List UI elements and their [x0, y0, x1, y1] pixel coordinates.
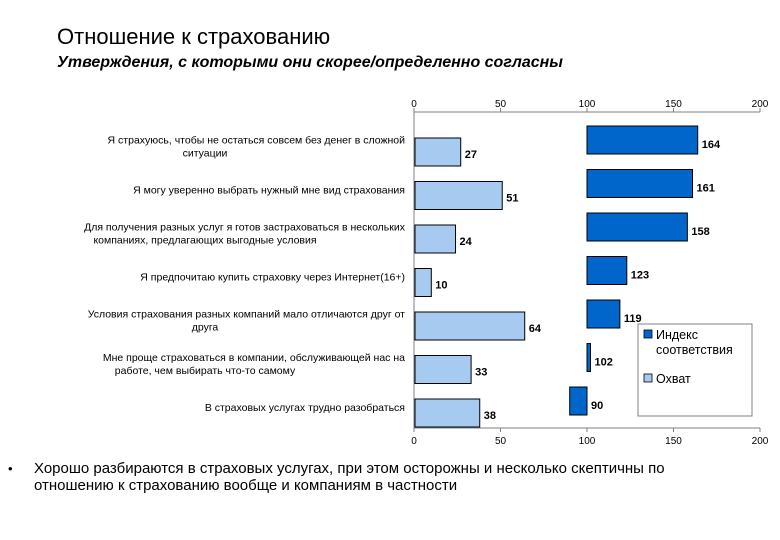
data-label-index: 161	[697, 183, 715, 195]
bar-okhvat	[414, 224, 457, 254]
bar-okhvat	[414, 181, 503, 210]
tick-label: 200	[752, 436, 769, 447]
legend-label: соответствия	[656, 343, 733, 357]
category-label: компаниях, предлагающих выгодные условия	[93, 235, 316, 247]
data-label-okhvat: 33	[475, 367, 487, 379]
bar-okhvat	[414, 311, 526, 341]
category-label: Для получения разных услуг я готов застр…	[84, 222, 406, 234]
bullet-icon: •	[8, 461, 13, 476]
category-label: Я могу уверенно выбрать нужный мне вид с…	[133, 185, 405, 197]
category-label: работе, чем выбирать что-то самому	[115, 365, 296, 377]
category-label: Мне проще страховаться в компании, обслу…	[103, 352, 405, 364]
bar-index	[586, 256, 628, 285]
tick-label: 200	[752, 99, 769, 110]
page-subtitle: Утверждения, с которыми они скорее/опред…	[57, 54, 563, 71]
bar-index	[586, 299, 621, 329]
bar-index	[569, 386, 588, 416]
data-label-okhvat: 64	[529, 323, 542, 335]
bar-okhvat	[414, 355, 472, 384]
page-title: Отношение к страхованию	[57, 24, 331, 49]
bar-okhvat	[414, 398, 481, 428]
legend-box	[637, 323, 753, 417]
summary-bullet: • Хорошо разбираются в страховых услугах…	[8, 460, 768, 494]
bar-index	[586, 343, 591, 372]
tick-label: 50	[495, 436, 507, 447]
data-label-okhvat: 27	[465, 149, 477, 161]
data-label-okhvat: 38	[484, 410, 496, 422]
tick-label: 0	[411, 436, 417, 447]
legend-label: Индекс	[656, 328, 698, 342]
summary-text: Хорошо разбираются в страховых услугах, …	[34, 460, 665, 494]
category-label: ситуации	[183, 148, 228, 160]
tick-label: 150	[665, 99, 682, 110]
bar-index	[586, 169, 694, 198]
tick-label: 0	[411, 99, 417, 110]
data-label-index: 158	[691, 226, 709, 238]
tick-label: 50	[495, 99, 507, 110]
legend-swatch	[643, 373, 653, 383]
data-label-index: 90	[591, 400, 603, 412]
data-label-index: 102	[594, 357, 612, 369]
bar-okhvat	[414, 268, 432, 297]
category-label: В страховых услугах трудно разобраться	[205, 402, 405, 414]
data-label-okhvat: 24	[460, 236, 473, 248]
data-label-okhvat: 51	[506, 193, 518, 205]
bar-index	[586, 212, 688, 242]
data-label-index: 123	[631, 270, 649, 282]
legend-swatch	[643, 329, 653, 339]
bar-okhvat	[414, 137, 462, 167]
tick-label: 100	[579, 436, 596, 447]
category-label: Я страхуюсь, чтобы не остаться совсем бе…	[108, 135, 406, 147]
bar-index	[586, 125, 699, 155]
bar-chart: 0 0 50 50 100 100 150 150 200 200 Я страхуюсь, что…	[84, 99, 769, 447]
legend-label: Охват	[656, 372, 691, 386]
data-label-index: 164	[702, 139, 721, 151]
data-label-index: 119	[624, 313, 642, 325]
data-label-okhvat: 10	[435, 280, 447, 292]
tick-label: 100	[579, 99, 596, 110]
category-label: Я предпочитаю купить страховку через Инт…	[140, 272, 405, 284]
category-label: друга	[192, 322, 219, 334]
tick-label: 150	[665, 436, 682, 447]
category-label: Условия страхования разных компаний мало…	[88, 309, 405, 321]
